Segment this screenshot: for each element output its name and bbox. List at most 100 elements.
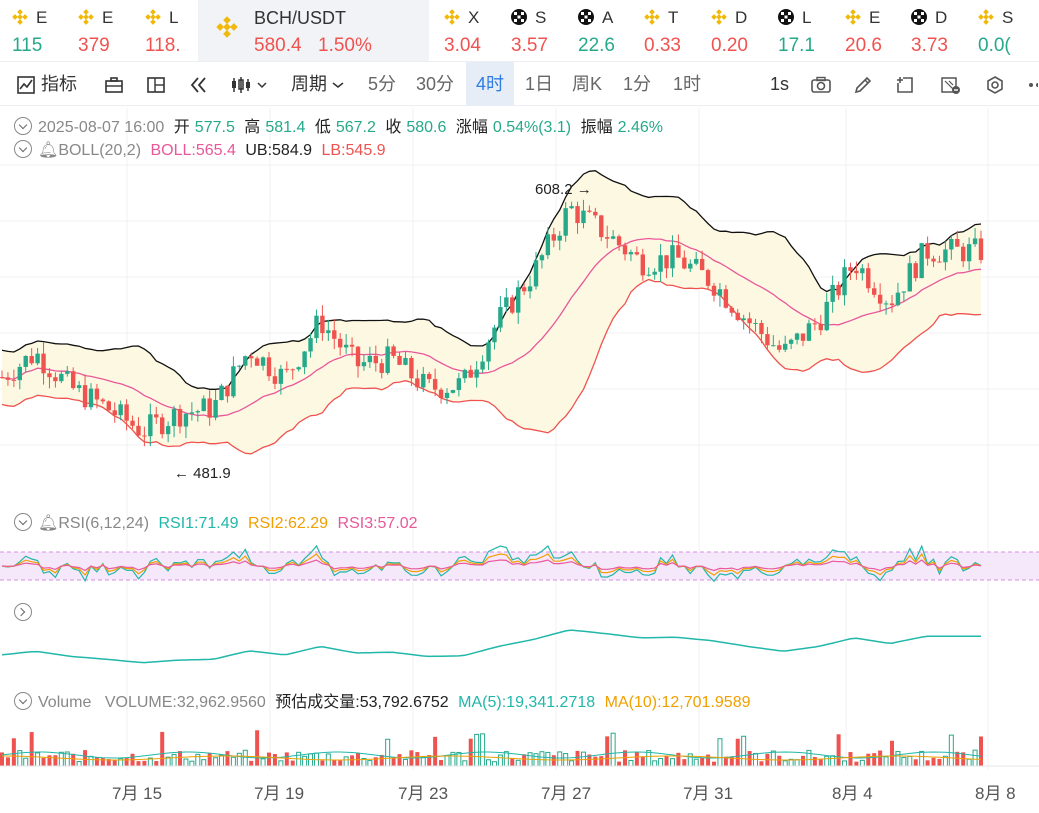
interval-5m[interactable]: 5分: [368, 74, 397, 94]
candle-body: [735, 312, 740, 321]
ticker-item[interactable]: E 379: [78, 0, 130, 61]
candle-body: [355, 346, 361, 367]
volume-bar: [658, 758, 664, 767]
x-tick-label: 8月 8: [975, 784, 1016, 803]
candle-body: [142, 435, 147, 437]
volume-bar: [723, 756, 728, 766]
collapse-toggle-icon[interactable]: [14, 117, 32, 135]
bell-icon[interactable]: 🔔︎: [38, 142, 59, 159]
add-indicator-button[interactable]: [895, 62, 915, 106]
candle-body: [23, 356, 28, 367]
ticker-item[interactable]: E 115: [12, 0, 64, 61]
volume-bar: [23, 757, 29, 767]
ticker-symbol: D: [735, 8, 748, 27]
candle-body: [699, 258, 705, 271]
candle-body: [741, 318, 746, 321]
candle-body: [877, 294, 883, 304]
chevron-down-icon: [332, 82, 344, 89]
volume-bar: [402, 758, 408, 767]
layout-button[interactable]: [104, 62, 124, 106]
ticker-item[interactable]: S 3.57: [511, 0, 563, 61]
ticker-item-active[interactable]: BCH/USDT 580.4 1.50%: [198, 0, 429, 61]
candlestick-icon: [232, 77, 250, 94]
candle-body: [474, 369, 479, 378]
candle-body: [587, 210, 592, 212]
volume-bar: [770, 750, 776, 767]
volume-bar: [777, 755, 782, 766]
candle-body: [747, 318, 752, 324]
interval-1d[interactable]: 1日: [525, 74, 554, 94]
x-tick-label: 7月 23: [398, 784, 449, 803]
candle-body: [35, 353, 40, 364]
candle-body: [290, 369, 295, 371]
candle-body: [498, 307, 503, 328]
candle-body: [883, 303, 889, 305]
ticker-item[interactable]: T 0.33: [644, 0, 696, 61]
ticker-symbol: D: [935, 8, 948, 27]
ticker-item[interactable]: D 3.73: [911, 0, 963, 61]
interval-1w[interactable]: 周K: [572, 74, 603, 94]
ticker-item[interactable]: L 118.: [145, 0, 197, 61]
ticker-item[interactable]: X 3.04: [444, 0, 496, 61]
candle-body: [961, 246, 966, 262]
settings-button[interactable]: [985, 62, 1005, 106]
binance-icon: [12, 9, 28, 25]
ticker-price: 3.73: [911, 35, 948, 56]
ticker-item[interactable]: L 17.1: [778, 0, 830, 61]
period-dropdown[interactable]: 周期: [291, 62, 344, 106]
change-value: 0.54%(3.1): [492, 119, 572, 136]
candle-body: [931, 258, 936, 262]
ticker-item[interactable]: E 20.6: [845, 0, 897, 61]
boll-ub: UB:584.9: [245, 142, 313, 159]
candle-body: [913, 263, 918, 279]
interval-4h[interactable]: 4时: [466, 62, 514, 106]
volume-bar: [539, 751, 545, 767]
interval-1m[interactable]: 1分: [623, 74, 652, 94]
boll-mid: BOLL:565.4: [150, 142, 236, 159]
indicators-button[interactable]: 指标: [16, 62, 77, 106]
volume-bar: [154, 761, 159, 766]
refresh-rate[interactable]: 1s: [770, 74, 790, 94]
collapse-toggle-icon[interactable]: [14, 140, 32, 158]
interval-1h[interactable]: 1时: [673, 74, 702, 94]
volume-bar: [420, 756, 426, 767]
screenshot-button[interactable]: [810, 62, 832, 106]
candle-body: [510, 297, 515, 313]
binance-icon: [978, 9, 994, 25]
candle-body: [788, 339, 794, 344]
candle-body: [682, 257, 687, 269]
volume-bar: [171, 753, 177, 767]
volume-bar: [415, 752, 420, 766]
ticker-symbol: L: [169, 8, 179, 27]
volume-bar: [652, 760, 658, 767]
hide-drawings-button[interactable]: [940, 62, 962, 106]
candle-body: [943, 249, 948, 263]
x-tick-label: 8月 4: [832, 784, 873, 803]
ticker-item[interactable]: D 0.20: [711, 0, 763, 61]
amplitude-value: 2.46%: [617, 119, 663, 136]
volume-bar: [955, 751, 960, 766]
interval-30m[interactable]: 30分: [416, 74, 455, 94]
volume-bar: [842, 760, 848, 767]
active-change: 1.50%: [318, 35, 372, 56]
candle-body: [533, 260, 539, 287]
active-symbol: BCH/USDT: [254, 8, 347, 28]
candle-body: [266, 357, 272, 377]
ticker-item[interactable]: S 0.0(: [978, 0, 1030, 61]
candle-body: [76, 385, 82, 389]
bell-icon[interactable]: 🔔︎: [38, 515, 59, 532]
draw-button[interactable]: [853, 62, 873, 106]
volume-bar: [302, 755, 308, 767]
collapse-toggle-icon[interactable]: [14, 513, 32, 531]
volume-bar: [189, 760, 195, 767]
chart-type-button[interactable]: [230, 62, 267, 106]
volume-bar: [575, 750, 580, 766]
expand-toggle-icon[interactable]: [14, 603, 32, 621]
volume-bar: [605, 736, 610, 766]
rewind-button[interactable]: [189, 62, 209, 106]
candle-body: [5, 377, 11, 380]
panels-button[interactable]: [146, 62, 166, 106]
ticker-item[interactable]: A 22.6: [578, 0, 630, 61]
collapse-toggle-icon[interactable]: [14, 692, 32, 710]
